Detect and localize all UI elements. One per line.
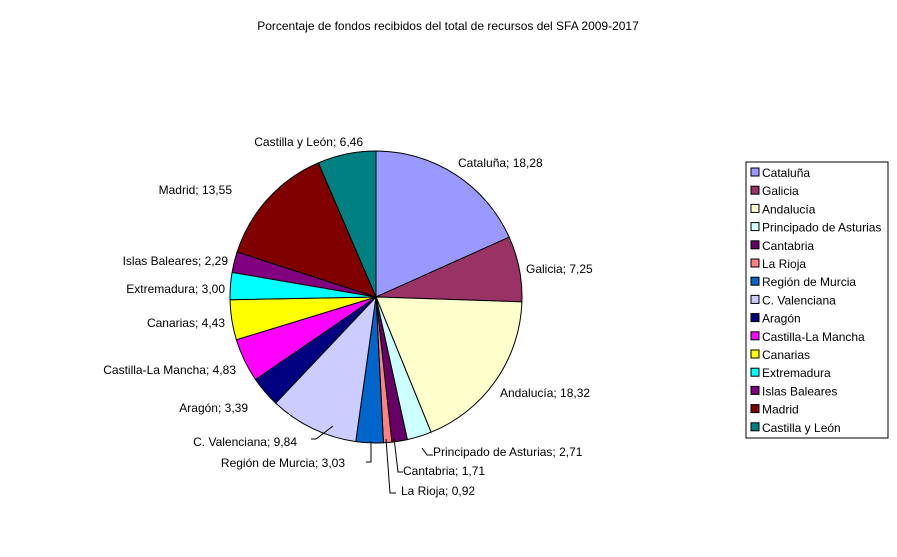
leader-lines [311,425,433,494]
leader-line [421,447,433,456]
data-label: Canarias; 4,43 [147,316,225,330]
leader-line [385,438,396,494]
legend-box [745,161,889,439]
legend-swatch [750,294,760,304]
pie-slice-andaluc-a [375,296,523,433]
data-label: Galicia; 7,25 [526,262,593,276]
legend-swatch [750,203,760,213]
data-label: Aragón; 3,39 [179,401,248,415]
leader-line [366,441,372,463]
legend-swatch [750,185,760,195]
data-label: Extremadura; 3,00 [126,282,225,296]
legend-swatch [750,276,760,286]
pie-slice-madrid [236,162,377,298]
data-label: Región de Murcia; 3,03 [221,456,345,470]
legend-entry: Galicia [762,184,799,198]
legend-swatch [750,367,760,377]
data-label: Madrid; 13,55 [159,183,233,197]
legend-entry: Principado de Asturias [762,221,881,235]
legend-entry: Cantabria [762,239,814,253]
legend-swatch [750,404,760,414]
legend-swatch [750,385,760,395]
legend: Cataluña Galicia Andalucía Principado de As… [745,161,889,439]
legend-entry: Castilla y León [762,421,841,435]
data-label: Cantabria; 1,71 [403,464,485,478]
legend-swatch [750,349,760,359]
chart-title: Porcentaje de fondos recibidos del total… [257,19,639,33]
data-label: Andalucía; 18,32 [500,386,590,400]
legend-swatch [750,240,760,250]
data-label: Castilla-La Mancha; 4,83 [103,363,236,377]
legend-entry: Castilla-La Mancha [762,330,865,344]
legend-entry: Islas Baleares [762,384,837,398]
legend-entry: Madrid [762,403,799,417]
legend-entry: Aragón [762,312,801,326]
legend-entry: Región de Murcia [762,275,856,289]
pie-slice-castilla-y-le-n [317,150,377,298]
legend-entry: Canarias [762,348,810,362]
legend-entry: C. Valenciana [762,293,836,307]
data-label: C. Valenciana; 9,84 [193,435,297,449]
legend-swatch [750,222,760,232]
data-label: Principado de Asturias; 2,71 [433,445,583,459]
data-label: Castilla y León; 6,46 [254,135,363,149]
legend-swatch [750,331,760,341]
data-label: Islas Baleares; 2,29 [123,254,229,268]
legend-entry: Cataluña [762,166,810,180]
data-labels: Cataluña; 18,28 Galicia; 7,25 Andalucía; 1… [103,135,593,498]
pie-slice-c-valenciana [274,295,377,443]
pie-slices [229,150,523,444]
leader-line [393,437,403,473]
data-label: La Rioja; 0,92 [401,484,475,498]
legend-swatch [750,313,760,323]
legend-entry: La Rioja [762,257,806,271]
legend-swatch [750,167,760,177]
legend-swatch [750,422,760,432]
leader-line [311,425,334,440]
legend-swatch [750,258,760,268]
data-label: Cataluña; 18,28 [458,156,543,170]
legend-entry: Andalucía [762,202,816,216]
pie-slice-catalu-a [375,150,510,298]
legend-entry: Extremadura [762,366,831,380]
